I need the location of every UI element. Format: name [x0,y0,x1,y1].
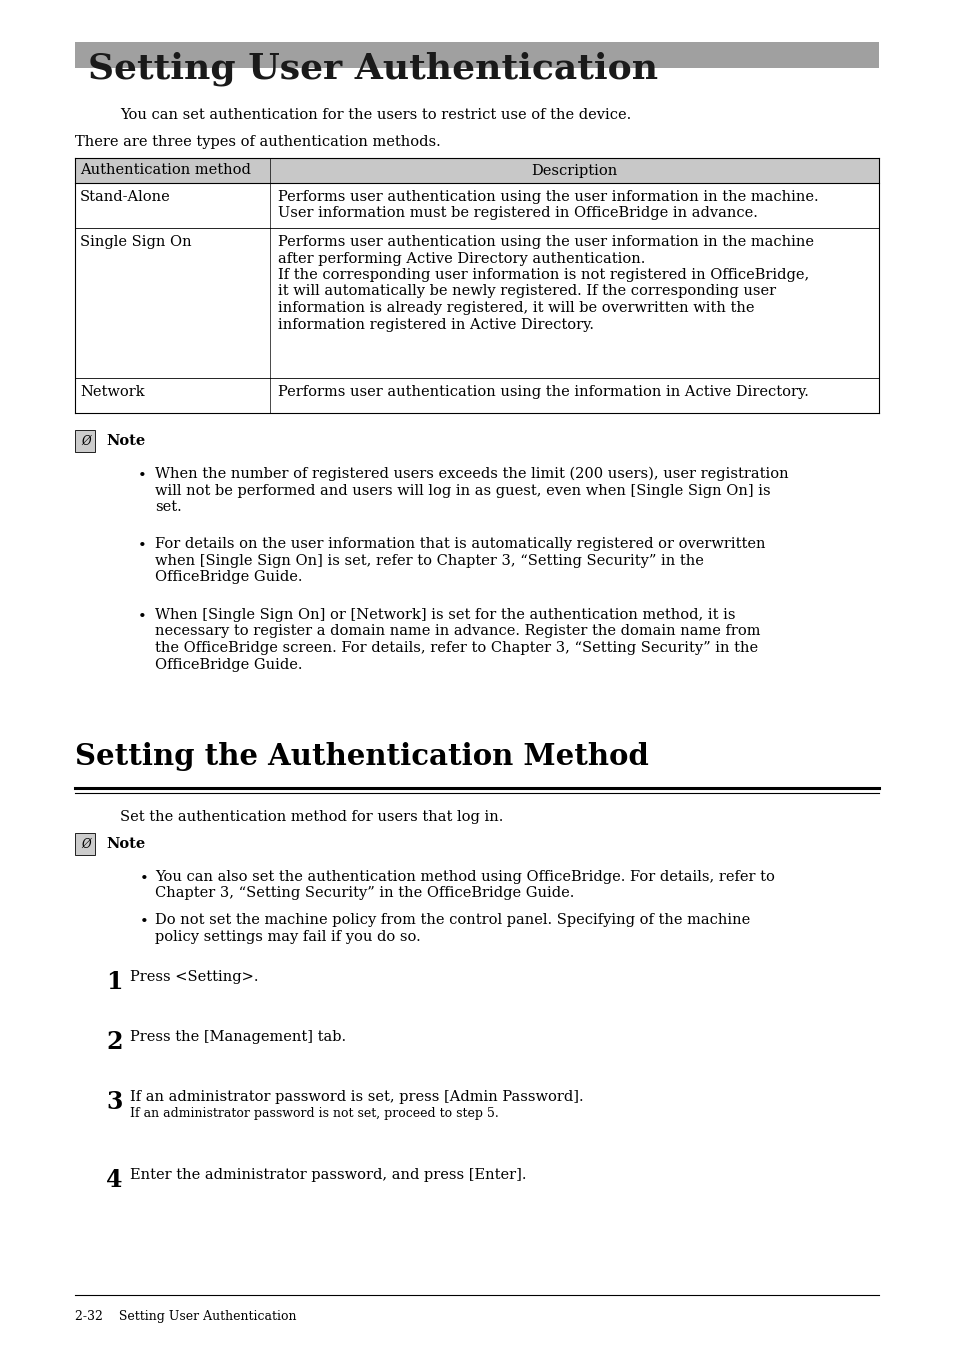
Text: For details on the user information that is automatically registered or overwrit: For details on the user information that… [154,537,764,551]
Text: 3: 3 [106,1091,122,1113]
Text: Authentication method: Authentication method [80,163,251,178]
Text: •: • [140,872,149,886]
Text: OfficeBridge Guide.: OfficeBridge Guide. [154,658,302,671]
Text: If an administrator password is set, press [Admin Password].: If an administrator password is set, pre… [130,1091,583,1104]
Text: will not be performed and users will log in as guest, even when [Single Sign On]: will not be performed and users will log… [154,484,770,497]
Text: Stand-Alone: Stand-Alone [80,190,171,204]
Text: Ø: Ø [81,434,91,448]
Text: necessary to register a domain name in advance. Register the domain name from: necessary to register a domain name in a… [154,624,760,639]
Text: Description: Description [531,163,617,178]
Text: There are three types of authentication methods.: There are three types of authentication … [75,135,440,150]
Text: You can also set the authentication method using OfficeBridge. For details, refe: You can also set the authentication meth… [154,869,774,884]
Text: Enter the administrator password, and press [Enter].: Enter the administrator password, and pr… [130,1167,526,1182]
Text: when [Single Sign On] is set, refer to Chapter 3, “Setting Security” in the: when [Single Sign On] is set, refer to C… [154,554,703,568]
Text: Performs user authentication using the user information in the machine: Performs user authentication using the u… [277,235,813,249]
Text: Note: Note [106,837,145,851]
Text: If the corresponding user information is not registered in OfficeBridge,: If the corresponding user information is… [277,268,808,282]
Text: 2: 2 [106,1030,122,1054]
Text: Single Sign On: Single Sign On [80,235,192,249]
Text: it will automatically be newly registered. If the corresponding user: it will automatically be newly registere… [277,284,776,298]
Text: When the number of registered users exceeds the limit (200 users), user registra: When the number of registered users exce… [154,466,788,481]
Text: Set the authentication method for users that log in.: Set the authentication method for users … [120,810,503,824]
Text: the OfficeBridge screen. For details, refer to Chapter 3, “Setting Security” in : the OfficeBridge screen. For details, re… [154,642,758,655]
Text: OfficeBridge Guide.: OfficeBridge Guide. [154,570,302,584]
Text: set.: set. [154,500,182,514]
Text: information is already registered, it will be overwritten with the: information is already registered, it wi… [277,301,754,315]
Text: •: • [138,469,147,483]
Text: Press the [Management] tab.: Press the [Management] tab. [130,1030,346,1043]
Text: When [Single Sign On] or [Network] is set for the authentication method, it is: When [Single Sign On] or [Network] is se… [154,608,735,621]
Text: Setting the Authentication Method: Setting the Authentication Method [75,741,648,771]
Text: Setting User Authentication: Setting User Authentication [88,51,658,85]
Text: You can set authentication for the users to restrict use of the device.: You can set authentication for the users… [120,108,631,123]
Text: •: • [138,539,147,553]
Bar [75,833,95,855]
Text: 1: 1 [106,971,122,993]
Text: Network: Network [80,386,145,399]
Bar [75,158,878,183]
Text: User information must be registered in OfficeBridge in advance.: User information must be registered in O… [277,206,757,221]
Text: 2-32    Setting User Authentication: 2-32 Setting User Authentication [75,1310,296,1322]
Text: •: • [140,915,149,929]
Text: Chapter 3, “Setting Security” in the OfficeBridge Guide.: Chapter 3, “Setting Security” in the Off… [154,887,574,900]
Text: information registered in Active Directory.: information registered in Active Directo… [277,318,594,332]
Text: Ø: Ø [81,837,91,851]
Text: Do not set the machine policy from the control panel. Specifying of the machine: Do not set the machine policy from the c… [154,913,749,927]
Text: If an administrator password is not set, proceed to step 5.: If an administrator password is not set,… [130,1107,498,1119]
Text: •: • [138,611,147,624]
Bar [75,42,878,67]
Text: policy settings may fail if you do so.: policy settings may fail if you do so. [154,930,420,944]
Text: Performs user authentication using the information in Active Directory.: Performs user authentication using the i… [277,386,808,399]
Text: Performs user authentication using the user information in the machine.: Performs user authentication using the u… [277,190,818,204]
Text: 4: 4 [106,1167,122,1192]
Text: Note: Note [106,434,145,448]
Text: Press <Setting>.: Press <Setting>. [130,971,258,984]
Text: after performing Active Directory authentication.: after performing Active Directory authen… [277,252,644,266]
Bar [75,430,95,452]
